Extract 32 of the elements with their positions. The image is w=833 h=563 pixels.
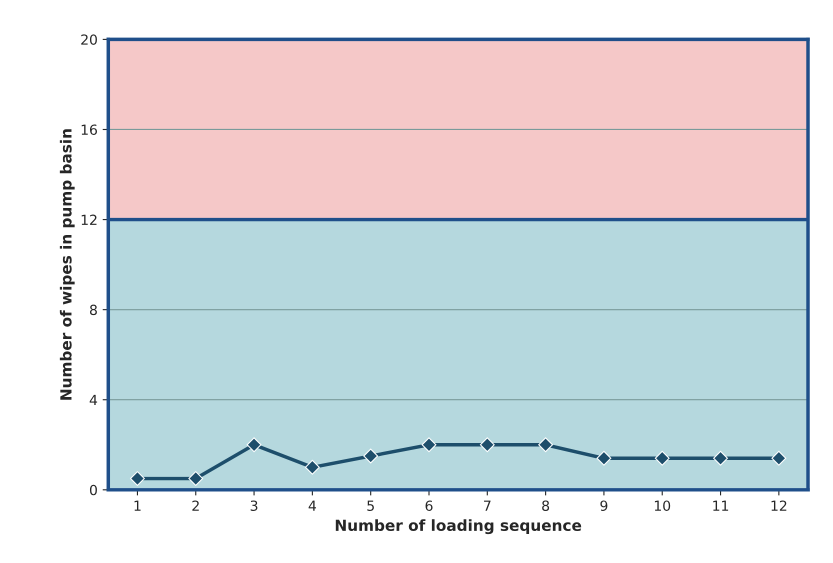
x-tick-label: 4 [308,500,316,511]
x-tick-label: 2 [192,500,199,511]
x-tick-label: 11 [713,500,728,511]
point [480,437,495,452]
point [246,437,262,452]
point [304,460,320,475]
y-tick-label: 0 [90,484,97,496]
point [422,437,436,452]
x-tick-label: 3 [250,500,258,511]
y-axis-title: Number of wipes in pump basin [60,129,75,400]
y-tick-label: 8 [90,304,97,316]
point [363,448,378,464]
x-tick-label: 1 [134,500,141,511]
point [596,450,612,466]
x-tick-label: 8 [542,500,550,511]
point [188,471,204,486]
x-tick-label: 6 [426,500,433,511]
point [538,437,554,452]
point [654,450,670,466]
y-tick-label: 16 [82,124,97,135]
x-tick-label: 7 [484,500,491,511]
x-tick-label: 12 [772,500,786,511]
point [771,450,786,466]
x-tick-label: 10 [654,500,670,511]
x-tick-label: 9 [600,500,608,511]
y-tick-label: 20 [81,34,97,45]
point [130,471,145,486]
x-axis-title: Number of loading sequence [336,519,582,534]
y-tick-label: 12 [82,214,96,225]
x-tick-label: 5 [367,500,374,511]
point [713,450,728,466]
y-tick-label: 4 [90,394,98,406]
